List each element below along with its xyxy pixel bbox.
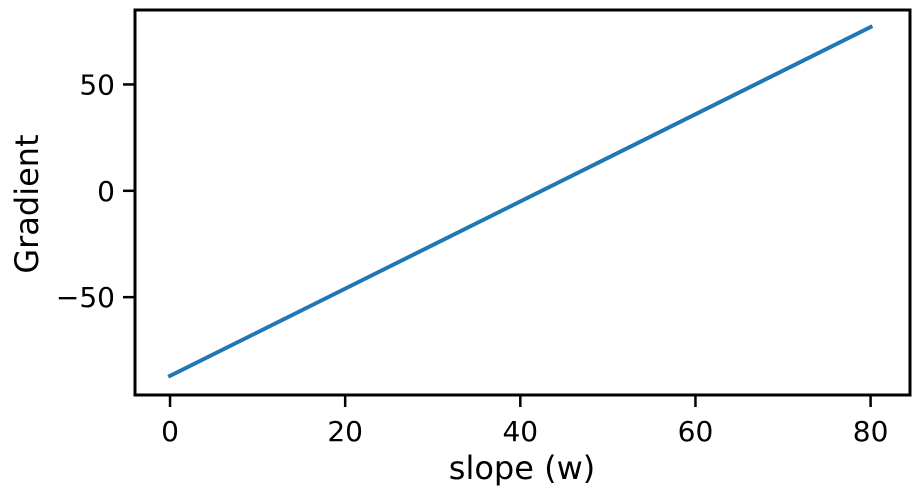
x-tick-label: 40 (502, 415, 538, 448)
x-axis-label: slope (w) (449, 449, 595, 487)
x-tick-label: 20 (327, 415, 363, 448)
y-tick-label: −50 (56, 281, 115, 314)
x-tick-label: 60 (678, 415, 714, 448)
x-tick-label: 80 (853, 415, 889, 448)
y-tick-label: 0 (97, 175, 115, 208)
plot-frame (133, 8, 912, 397)
x-tick-label: 0 (161, 415, 179, 448)
y-axis-label: Gradient (8, 134, 46, 273)
series-line-0 (167, 24, 874, 379)
y-tick-label: 50 (79, 68, 115, 101)
